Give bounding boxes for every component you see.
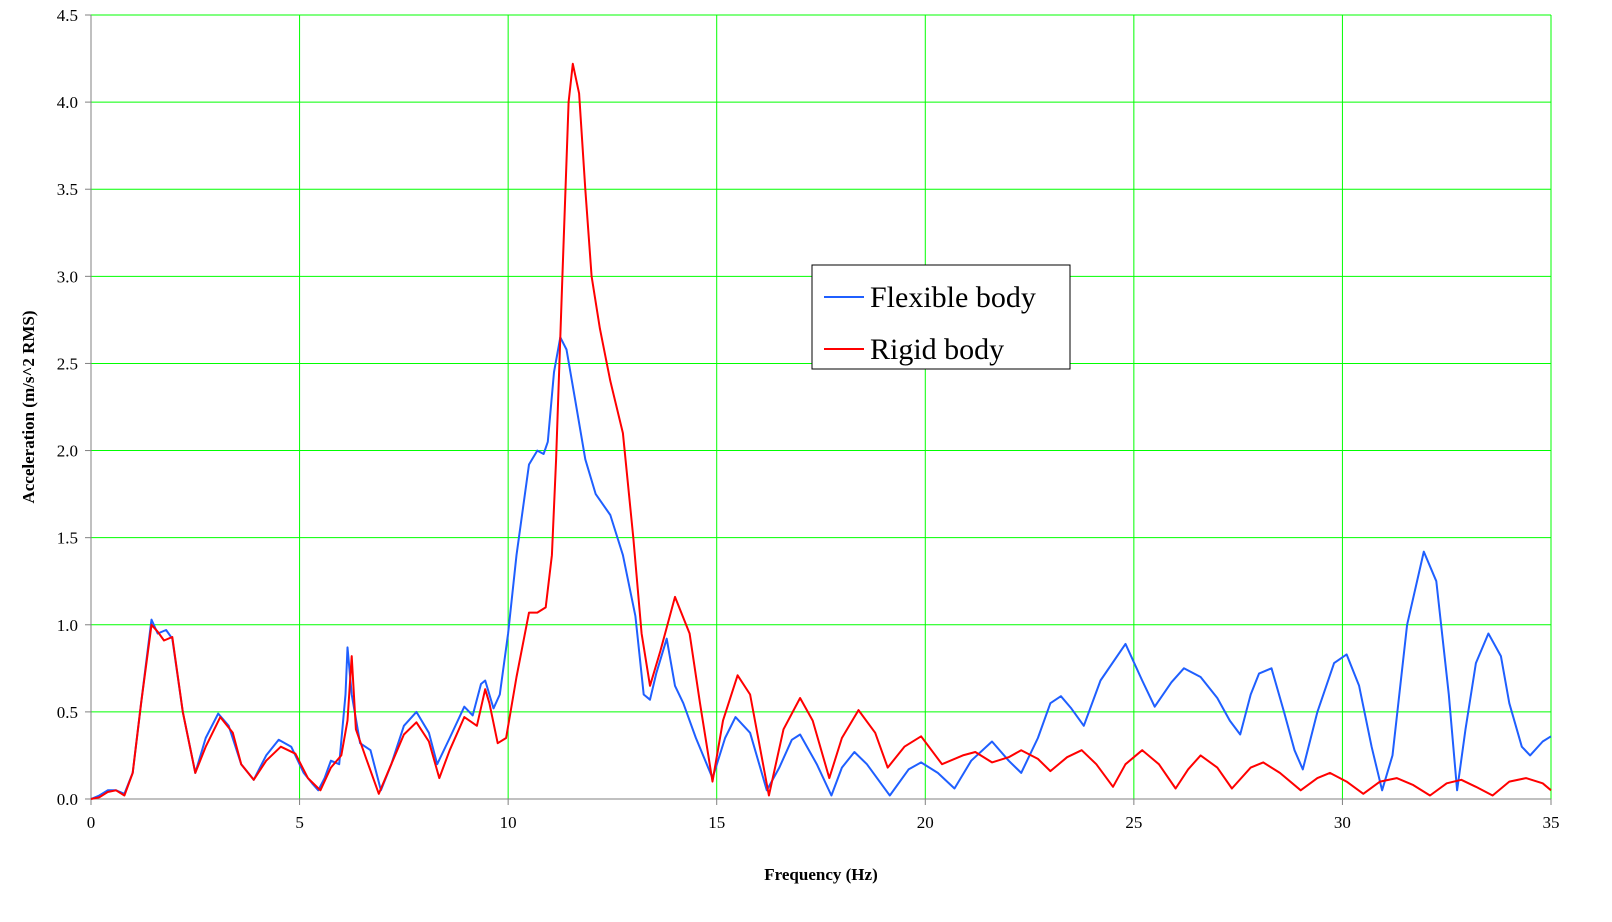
series-line-rigid-body [90,62,1552,800]
x-tick-label: 10 [500,813,517,832]
x-tick-label: 30 [1334,813,1351,832]
axes: 0 5 10 15 20 25 30 35 0.0 0.5 1.0 1.5 2.0 2.5 3.0 3.5 4.… [57,6,1560,832]
y-axis-title: Acceleration (m/s^2 RMS) [19,310,38,503]
legend-box [811,264,1071,370]
y-tick-label: 3.5 [57,180,78,199]
legend-label-rigid-body: Rigid body [870,333,1004,366]
y-tick-label: 0.0 [57,790,78,809]
y-tick-label: 2.0 [57,442,78,461]
x-axis-title: Frequency (Hz) [764,865,877,884]
y-tick-label: 2.5 [57,354,78,373]
y-tick-label: 0.5 [57,703,78,722]
x-tick-label: 35 [1543,813,1560,832]
y-tick-label: 3.0 [57,267,78,286]
y-tick-label: 4.5 [57,6,78,25]
x-tick-label: 15 [708,813,725,832]
y-tick-label: 4.0 [57,93,78,112]
series-lines [90,62,1552,800]
y-tick-label: 1.5 [57,529,78,548]
x-tick-label: 5 [295,813,304,832]
y-tick-label: 1.0 [57,616,78,635]
legend: Flexible body Rigid body [811,264,1071,370]
x-tick-label: 20 [917,813,934,832]
legend-label-flexible-body: Flexible body [870,281,1036,314]
x-tick-label: 25 [1125,813,1142,832]
x-tick-label: 0 [87,813,96,832]
